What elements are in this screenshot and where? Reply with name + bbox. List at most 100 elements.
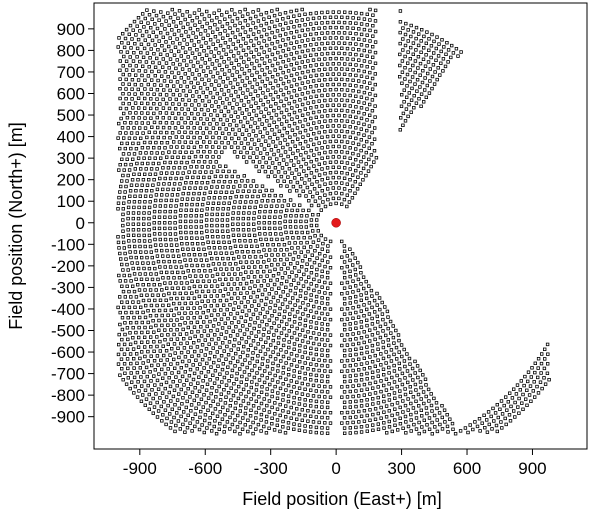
heliostat-point — [235, 371, 239, 376]
heliostat-point — [411, 41, 416, 45]
heliostat-point — [163, 308, 168, 313]
heliostat-point — [270, 313, 274, 318]
heliostat-point — [302, 169, 306, 173]
heliostat-point — [181, 327, 185, 332]
heliostat-point — [311, 100, 316, 104]
heliostat-point — [356, 164, 361, 168]
heliostat-point — [314, 218, 319, 222]
heliostat-point — [325, 51, 330, 56]
heliostat-point — [466, 430, 470, 435]
heliostat-point — [314, 404, 318, 409]
heliostat-point — [181, 171, 185, 175]
heliostat-point — [354, 84, 358, 88]
heliostat-point — [348, 389, 352, 394]
heliostat-point — [136, 345, 141, 349]
heliostat-point — [354, 321, 358, 325]
heliostat-point — [282, 262, 286, 266]
heliostat-point — [186, 145, 191, 149]
heliostat-point — [165, 248, 169, 253]
heliostat-point — [128, 55, 132, 59]
heliostat-point — [127, 73, 132, 77]
heliostat-point — [246, 249, 250, 254]
heliostat-point — [192, 11, 197, 15]
heliostat-point — [197, 52, 202, 56]
heliostat-point — [292, 163, 296, 167]
heliostat-point — [367, 102, 372, 107]
heliostat-point — [176, 49, 181, 54]
heliostat-point — [252, 265, 257, 269]
heliostat-point — [193, 99, 198, 103]
heliostat-point — [185, 9, 189, 14]
heliostat-point — [281, 38, 285, 42]
heliostat-point — [259, 23, 263, 28]
heliostat-point — [146, 92, 150, 96]
heliostat-point — [235, 82, 240, 86]
heliostat-point — [340, 291, 344, 296]
heliostat-point — [389, 348, 394, 352]
heliostat-point — [254, 427, 258, 431]
heliostat-point — [299, 153, 303, 157]
heliostat-point — [210, 30, 215, 34]
heliostat-point — [236, 384, 241, 389]
heliostat-point — [123, 190, 127, 194]
heliostat-point — [167, 182, 171, 186]
heliostat-point — [340, 333, 344, 337]
heliostat-point — [226, 89, 231, 93]
heliostat-point — [283, 219, 287, 224]
heliostat-point — [370, 55, 375, 59]
heliostat-point — [231, 329, 235, 333]
heliostat-point — [244, 281, 249, 286]
heliostat-point — [134, 146, 139, 151]
heliostat-point — [191, 31, 195, 35]
heliostat-point — [306, 303, 310, 307]
heliostat-point — [124, 27, 129, 32]
heliostat-point — [311, 110, 316, 115]
heliostat-point — [207, 78, 211, 82]
heliostat-point — [279, 319, 284, 324]
heliostat-point — [286, 154, 290, 159]
heliostat-point — [334, 191, 338, 195]
heliostat-point — [484, 418, 489, 422]
heliostat-point — [152, 232, 157, 236]
heliostat-point — [237, 233, 241, 237]
heliostat-point — [328, 139, 333, 144]
heliostat-point — [413, 59, 418, 63]
heliostat-point — [371, 23, 375, 28]
heliostat-point — [194, 358, 198, 362]
heliostat-point — [189, 130, 193, 135]
heliostat-point — [295, 310, 300, 314]
heliostat-point — [186, 269, 190, 273]
heliostat-point — [141, 131, 145, 135]
heliostat-point — [131, 325, 135, 330]
heliostat-point — [183, 140, 187, 144]
heliostat-point — [438, 422, 442, 427]
heliostat-point — [202, 247, 206, 251]
heliostat-point — [390, 375, 394, 380]
heliostat-point — [196, 353, 201, 358]
heliostat-point — [202, 366, 206, 370]
heliostat-point — [137, 200, 142, 204]
heliostat-point — [280, 133, 285, 138]
heliostat-point — [246, 390, 251, 394]
heliostat-point — [258, 311, 262, 316]
heliostat-point — [283, 271, 287, 275]
heliostat-point — [381, 356, 386, 361]
heliostat-point — [315, 256, 319, 260]
heliostat-point — [122, 136, 126, 140]
heliostat-point — [149, 116, 153, 120]
heliostat-point — [359, 64, 364, 68]
heliostat-point — [306, 419, 310, 423]
heliostat-point — [398, 378, 402, 382]
heliostat-point — [449, 55, 453, 60]
heliostat-point — [209, 284, 214, 288]
heliostat-point — [295, 337, 299, 342]
heliostat-point — [159, 248, 164, 253]
heliostat-point — [357, 409, 361, 414]
heliostat-point — [272, 221, 277, 225]
heliostat-point — [299, 219, 303, 224]
heliostat-point — [379, 416, 383, 420]
heliostat-point — [125, 50, 130, 54]
heliostat-point — [118, 68, 122, 72]
heliostat-point — [181, 46, 185, 50]
heliostat-point — [245, 120, 250, 125]
